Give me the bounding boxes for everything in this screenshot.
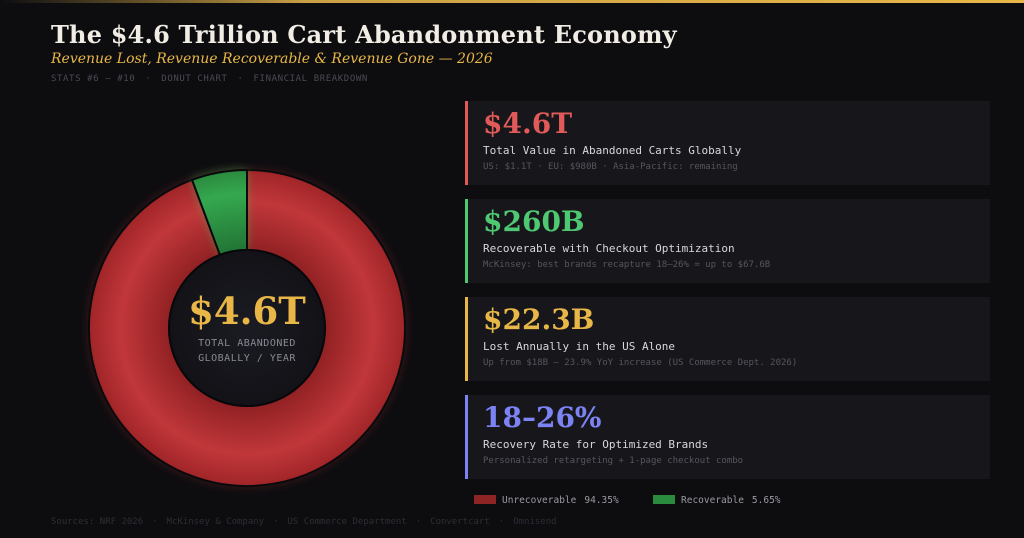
source-item: Omnisend [513,517,557,527]
legend-item-recoverable: Recoverable 5.65% [653,495,781,506]
donut-center-value: $4.6T [188,289,306,333]
legend-percent: 94.35% [584,495,619,506]
accent-top-line [0,0,1024,3]
stat-card-recoverable: $260B Recoverable with Checkout Optimiza… [465,199,990,283]
page-title: The $4.6 Trillion Cart Abandonment Econo… [51,20,677,49]
source-item: McKinsey & Company [166,517,265,527]
source-item: Sources: NRF 2026 [51,517,144,527]
stat-label: Recovery Rate for Optimized Brands [483,438,709,451]
stat-note: Up from $18B — 23.9% YoY increase (US Co… [483,358,798,368]
legend-swatch [474,495,496,504]
stat-note: McKinsey: best brands recapture 18–26% =… [483,260,771,270]
source-item: Convertcart [430,517,490,527]
tag-category: FINANCIAL BREAKDOWN [253,74,368,84]
stat-note: US: $1.1T · EU: $980B · Asia-Pacific: re… [483,162,738,172]
legend-label: Unrecoverable [502,495,577,506]
legend-swatch [653,495,675,504]
stat-label: Recoverable with Checkout Optimization [483,242,735,255]
donut-slices [88,168,406,487]
page-subtitle: Revenue Lost, Revenue Recoverable & Reve… [51,51,493,67]
stat-label: Lost Annually in the US Alone [483,340,676,353]
legend-percent: 5.65% [751,495,781,506]
stat-value: 18–26% [483,401,602,434]
tag-stats: STATS #6 — #10 [51,74,136,84]
source-item: US Commerce Department [287,517,407,527]
tag-chart-type: DONUT CHART [161,74,228,84]
donut-center-label-line-2: GLOBALLY / YEAR [198,353,296,364]
donut-center-label-line-1: TOTAL ABANDONED [198,338,296,349]
stat-value: $4.6T [483,107,573,140]
stat-card-total: $4.6T Total Value in Abandoned Carts Glo… [465,101,990,185]
donut-hole [168,249,326,407]
stat-label: Total Value in Abandoned Carts Globally [483,144,742,157]
stat-card-us-loss: $22.3B Lost Annually in the US Alone Up … [465,297,990,381]
sources-line: Sources: NRF 2026 · McKinsey & Company · US … [51,517,557,527]
stat-card-recovery-rate: 18–26% Recovery Rate for Optimized Brand… [465,395,990,479]
stat-value: $22.3B [483,303,595,336]
legend-item-unrecoverable: Unrecoverable 94.35% [474,495,619,506]
donut-chart: $4.6T TOTAL ABANDONED GLOBALLY / YEAR [88,168,406,487]
legend-label: Recoverable [681,495,744,506]
stat-value: $260B [483,205,585,238]
tag-line: STATS #6 — #10 · DONUT CHART · FINANCIAL BRE… [51,74,368,84]
stat-note: Personalized retargeting + 1-page checko… [483,456,744,466]
